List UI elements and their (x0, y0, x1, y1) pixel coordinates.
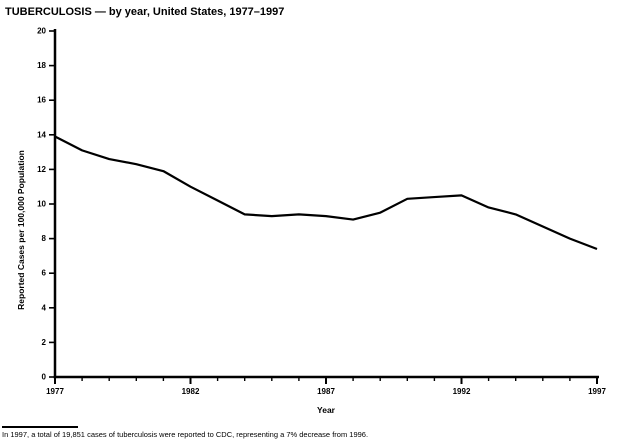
y-axis-title: Reported Cases per 100,000 Population (16, 150, 26, 310)
x-tick-label: 1977 (46, 387, 64, 396)
y-tick-label: 18 (37, 61, 46, 70)
y-tick-label: 4 (42, 303, 47, 312)
x-tick-label: 1982 (182, 387, 200, 396)
footnote-text: In 1997, a total of 19,851 cases of tube… (2, 430, 369, 439)
chart-title: TUBERCULOSIS — by year, United States, 1… (5, 6, 285, 18)
y-tick-label: 20 (37, 27, 46, 36)
x-tick-label: 1987 (317, 387, 335, 396)
y-tick-label: 6 (42, 269, 47, 278)
footnote-block: In 1997, a total of 19,851 cases of tube… (2, 426, 612, 439)
x-tick-label: 1992 (453, 387, 471, 396)
y-tick-label: 16 (37, 96, 46, 105)
y-tick-label: 0 (42, 373, 47, 382)
y-tick-label: 12 (37, 165, 46, 174)
data-line-tuberculosis-rate (54, 135, 598, 251)
y-tick-label: 8 (42, 234, 47, 243)
y-tick-label: 2 (42, 338, 47, 347)
footnote-rule (2, 426, 78, 428)
x-axis-title: Year (317, 405, 336, 415)
y-tick-label: 10 (37, 200, 46, 209)
x-tick-label: 1997 (588, 387, 606, 396)
y-tick-label: 14 (37, 130, 46, 139)
